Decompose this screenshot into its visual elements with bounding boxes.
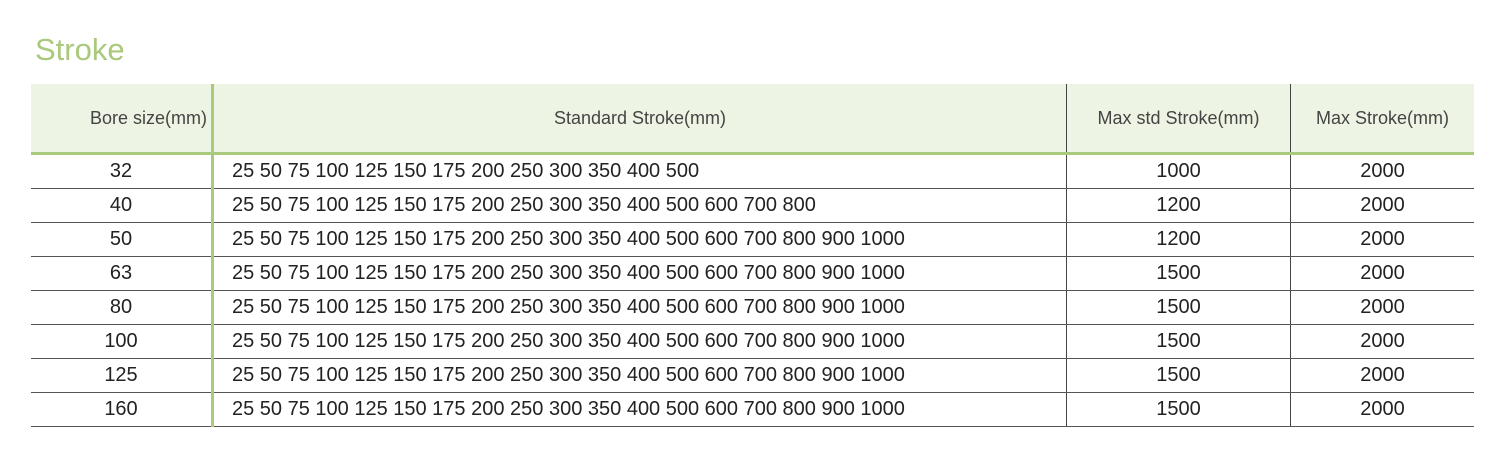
standard-stroke-cell: 25 50 75 100 125 150 175 200 250 300 350… — [212, 290, 1067, 325]
standard-stroke-cell: 25 50 75 100 125 150 175 200 250 300 350… — [212, 392, 1067, 427]
standard-stroke-cell: 25 50 75 100 125 150 175 200 250 300 350… — [212, 188, 1067, 223]
max-stroke-cell: 2000 — [1290, 290, 1474, 325]
table-row: 100 25 50 75 100 125 150 175 200 250 300 … — [31, 324, 1474, 359]
bore-size-cell: 32 — [31, 153, 214, 189]
standard-stroke-cell: 25 50 75 100 125 150 175 200 250 300 350… — [212, 358, 1067, 393]
header-max-stroke: Max Stroke(mm) — [1290, 84, 1474, 155]
table-row: 50 25 50 75 100 125 150 175 200 250 300 3… — [31, 222, 1474, 257]
table-row: 160 25 50 75 100 125 150 175 200 250 300 … — [31, 392, 1474, 427]
max-stroke-cell: 2000 — [1290, 324, 1474, 359]
max-stroke-cell: 2000 — [1290, 188, 1474, 223]
header-standard-stroke: Standard Stroke(mm) — [212, 84, 1067, 155]
max-std-stroke-cell: 1500 — [1066, 392, 1291, 427]
header-max-std-stroke: Max std Stroke(mm) — [1066, 84, 1291, 155]
max-stroke-cell: 2000 — [1290, 358, 1474, 393]
bore-size-cell: 80 — [31, 290, 214, 325]
bore-size-cell: 63 — [31, 256, 214, 291]
stroke-table: Bore size(mm) Standard Stroke(mm) Max st… — [31, 84, 1474, 427]
max-std-stroke-cell: 1000 — [1066, 153, 1291, 189]
max-std-stroke-cell: 1500 — [1066, 256, 1291, 291]
table-row: 63 25 50 75 100 125 150 175 200 250 300 3… — [31, 256, 1474, 291]
standard-stroke-cell: 25 50 75 100 125 150 175 200 250 300 350… — [212, 222, 1067, 257]
bore-size-cell: 125 — [31, 358, 214, 393]
max-stroke-cell: 2000 — [1290, 392, 1474, 427]
bore-size-cell: 40 — [31, 188, 214, 223]
max-std-stroke-cell: 1500 — [1066, 358, 1291, 393]
table-row: 40 25 50 75 100 125 150 175 200 250 300 3… — [31, 188, 1474, 223]
table-row: 125 25 50 75 100 125 150 175 200 250 300 … — [31, 358, 1474, 393]
standard-stroke-cell: 25 50 75 100 125 150 175 200 250 300 350… — [212, 324, 1067, 359]
max-stroke-cell: 2000 — [1290, 222, 1474, 257]
bore-size-cell: 100 — [31, 324, 214, 359]
max-stroke-cell: 2000 — [1290, 153, 1474, 189]
max-std-stroke-cell: 1200 — [1066, 222, 1291, 257]
standard-stroke-cell: 25 50 75 100 125 150 175 200 250 300 350… — [212, 256, 1067, 291]
section-title: Stroke — [35, 32, 125, 67]
table-row: 32 25 50 75 100 125 150 175 200 250 300 3… — [31, 153, 1474, 189]
max-stroke-cell: 2000 — [1290, 256, 1474, 291]
table-row: 80 25 50 75 100 125 150 175 200 250 300 3… — [31, 290, 1474, 325]
bore-size-cell: 160 — [31, 392, 214, 427]
table-header-row: Bore size(mm) Standard Stroke(mm) Max st… — [31, 84, 1474, 155]
max-std-stroke-cell: 1500 — [1066, 324, 1291, 359]
bore-size-cell: 50 — [31, 222, 214, 257]
standard-stroke-cell: 25 50 75 100 125 150 175 200 250 300 350… — [212, 153, 1067, 189]
max-std-stroke-cell: 1500 — [1066, 290, 1291, 325]
header-bore-size: Bore size(mm) — [31, 84, 214, 155]
max-std-stroke-cell: 1200 — [1066, 188, 1291, 223]
